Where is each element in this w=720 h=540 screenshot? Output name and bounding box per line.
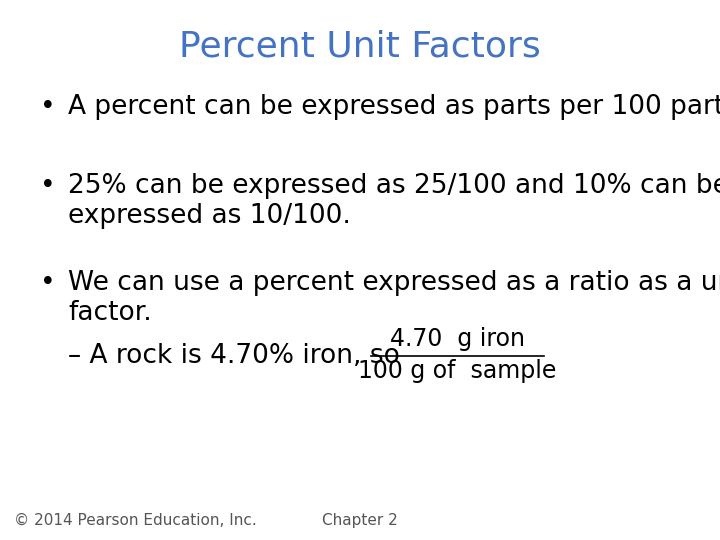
Text: We can use a percent expressed as a ratio as a unit
factor.: We can use a percent expressed as a rati…: [68, 270, 720, 326]
Text: 100 g of  sample: 100 g of sample: [358, 359, 557, 383]
Text: – A rock is 4.70% iron, so: – A rock is 4.70% iron, so: [68, 343, 400, 369]
Text: © 2014 Pearson Education, Inc.: © 2014 Pearson Education, Inc.: [14, 513, 257, 528]
Text: •: •: [40, 94, 55, 120]
Text: 4.70  g iron: 4.70 g iron: [390, 327, 525, 350]
Text: 25% can be expressed as 25/100 and 10% can be
expressed as 10/100.: 25% can be expressed as 25/100 and 10% c…: [68, 173, 720, 229]
Text: •: •: [40, 173, 55, 199]
Text: •: •: [40, 270, 55, 296]
Text: Percent Unit Factors: Percent Unit Factors: [179, 30, 541, 64]
Text: Chapter 2: Chapter 2: [322, 513, 398, 528]
Text: A percent can be expressed as parts per 100 parts.: A percent can be expressed as parts per …: [68, 94, 720, 120]
